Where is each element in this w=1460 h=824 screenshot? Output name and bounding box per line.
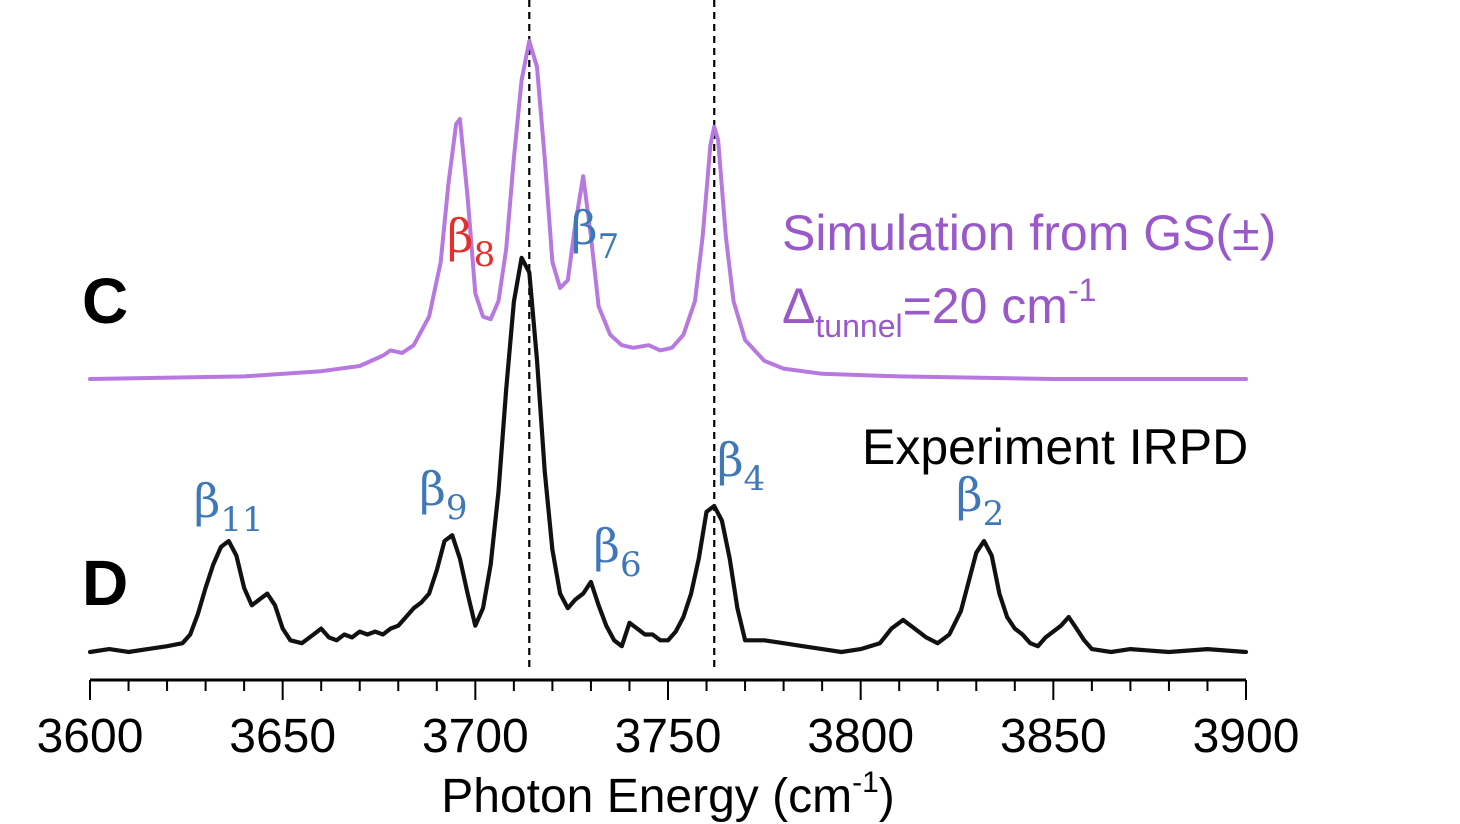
delta-unit-superscript: -1	[1068, 272, 1096, 308]
peak-label-beta-11: β11	[194, 474, 264, 540]
delta-subscript: tunnel	[815, 308, 902, 344]
x-axis-label-text: Photon Energy (cm	[441, 770, 852, 823]
x-axis: 3600 3650 3700 3750 3800 3850 3900	[37, 678, 1300, 763]
peak-label-beta-7: β7	[571, 201, 619, 267]
simulation-parameter-caption: Δtunnel=20 cm-1	[782, 272, 1096, 344]
x-axis-label-superscript: -1	[852, 766, 879, 799]
peak-label-subscript: 6	[620, 545, 642, 585]
simulation-series-line	[88, 39, 1248, 381]
peak-label-subscript: 2	[983, 494, 1005, 534]
x-tick-label: 3750	[615, 710, 722, 763]
x-tick-label: 3800	[807, 710, 914, 763]
experiment-series-line	[87, 255, 1249, 655]
peak-label-beta-4: β4	[717, 433, 765, 499]
dashed-reference-lines	[528, 0, 716, 672]
simulation-caption: Simulation from GS(±)	[782, 205, 1276, 261]
peak-label-beta-9: β9	[419, 462, 467, 528]
peak-label-beta-2: β2	[956, 468, 1004, 534]
x-tick-label: 3900	[1193, 710, 1300, 763]
x-tick-label: 3650	[229, 710, 336, 763]
x-axis-label-close: )	[879, 770, 895, 823]
peak-label-symbol: β	[717, 433, 744, 487]
peak-label-symbol: β	[956, 468, 983, 522]
series-layer	[87, 39, 1249, 655]
peak-label-symbol: β	[571, 201, 598, 255]
delta-value: =20 cm	[903, 278, 1068, 334]
experiment-caption: Experiment IRPD	[862, 419, 1248, 475]
peak-label-subscript: 11	[220, 500, 263, 540]
x-tick-label: 3850	[1000, 710, 1107, 763]
peak-label-subscript: 9	[446, 488, 468, 528]
panel-letter-c: C	[82, 265, 128, 337]
panel-letter-d: D	[82, 547, 128, 619]
peak-label-symbol: β	[593, 519, 620, 573]
delta-symbol: Δ	[782, 278, 815, 334]
peak-label-symbol: β	[419, 462, 446, 516]
peak-label-symbol: β	[194, 474, 221, 528]
peak-label-beta-8: β8	[447, 209, 495, 275]
peak-label-subscript: 4	[744, 459, 766, 499]
peak-label-beta-6: β6	[593, 519, 641, 585]
x-tick-label: 3700	[422, 710, 529, 763]
x-axis-label: Photon Energy (cm-1)	[441, 766, 895, 823]
x-tick-label: 3600	[37, 710, 144, 763]
peak-label-symbol: β	[447, 209, 474, 263]
peak-label-subscript: 7	[598, 227, 620, 267]
peak-label-subscript: 8	[474, 235, 496, 275]
